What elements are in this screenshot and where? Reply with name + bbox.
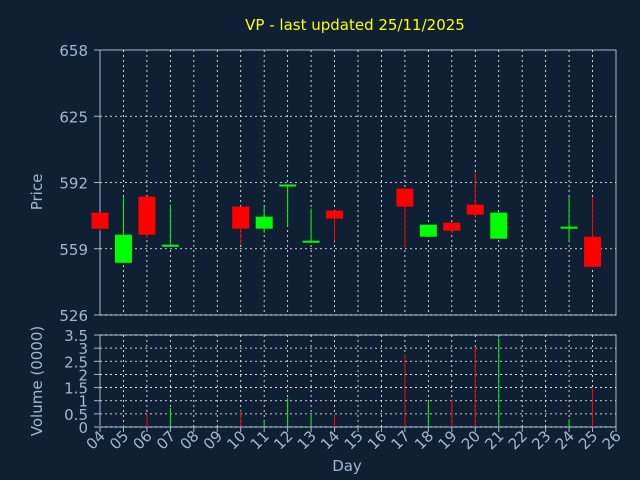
candle-body [466,204,484,215]
price-panel: 658 625 592 559 526 [59,42,617,325]
volume-tick-label: 0.5 [64,406,88,424]
volume-tick-label: 0 [78,419,88,437]
chart-title: VP - last updated 25/11/2025 [245,16,465,34]
candle-body [396,188,414,207]
candle-body [443,222,461,231]
volume-tick-label: 2 [78,366,88,384]
candle-body [279,184,297,187]
volume-axis-label: Volume (0000) [28,326,46,436]
volume-tick-label: 2.5 [64,353,88,371]
candle-body [584,236,602,267]
candle-body [161,244,179,247]
candle-body [114,234,132,263]
candle-body [326,210,344,219]
candle-body [138,196,156,235]
volume-tick-label: 1.5 [64,380,88,398]
day-axis-label: Day [332,457,362,475]
volume-tick-label: 3.5 [64,327,88,345]
candle-body [302,240,320,243]
price-tick-label: 559 [59,241,88,259]
price-tick-label: 592 [59,175,88,193]
candle-body [255,216,273,229]
volume-tick-label: 3 [78,340,88,358]
candle-body [419,224,437,237]
candle-body [490,212,508,239]
price-tick-label: 526 [59,307,88,325]
candle-body [560,226,578,229]
price-tick-label: 658 [59,42,88,60]
price-tick-label: 625 [59,108,88,126]
price-axis-label: Price [28,174,46,211]
candle-body [232,206,250,229]
candle-body [91,212,109,229]
volume-tick-label: 1 [78,393,88,411]
